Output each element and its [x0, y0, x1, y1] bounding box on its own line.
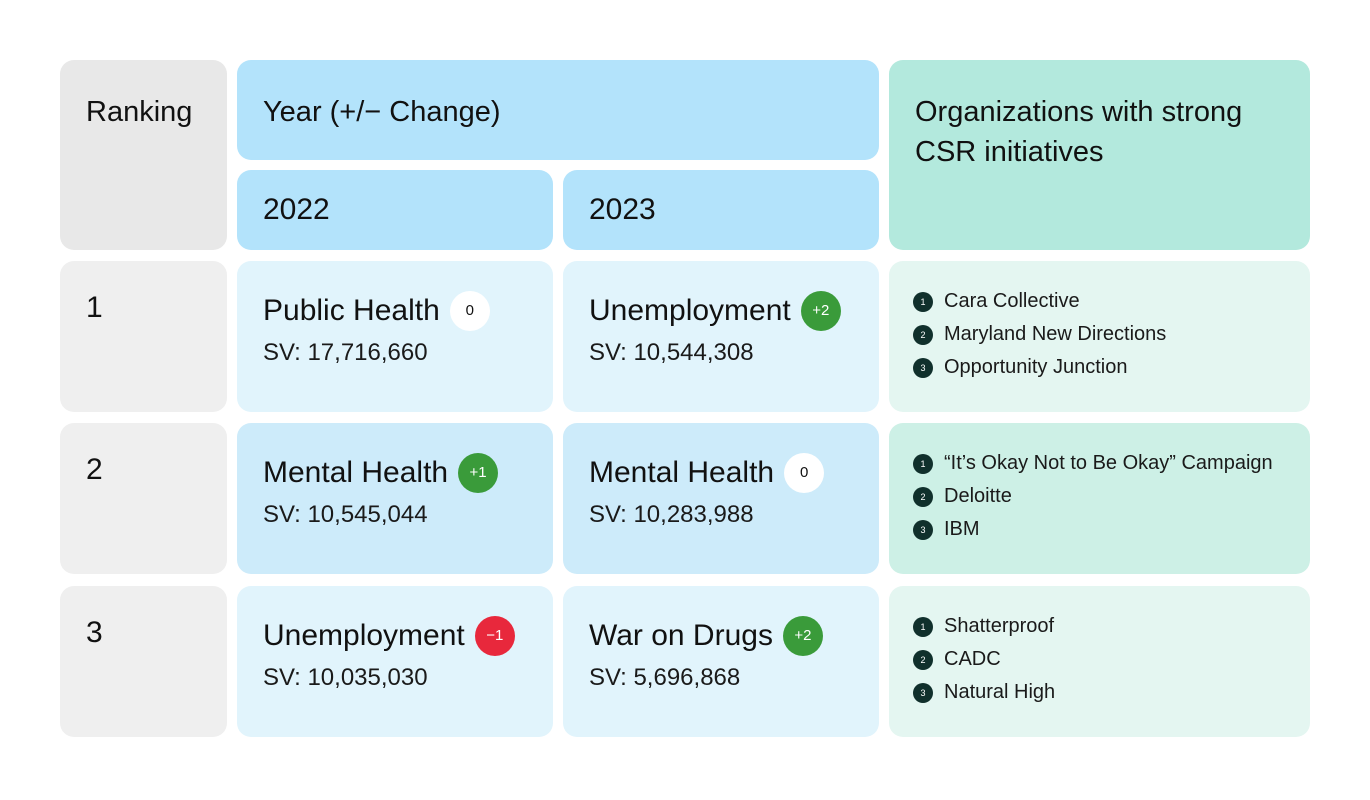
organization-list: 1 Cara Collective 2 Maryland New Direction…	[913, 285, 1166, 384]
ranking-header: Ranking	[60, 60, 227, 250]
change-badge: −1	[474, 616, 515, 656]
year-header: Year (+/− Change)	[237, 60, 879, 160]
list-item: 2 Maryland New Directions	[913, 318, 1166, 351]
search-volume: SV: 10,283,988	[589, 501, 754, 528]
year-2023-label: 2023	[589, 193, 656, 226]
organization-list: 1 “It’s Okay Not to Be Okay” Campaign 2 De…	[913, 447, 1273, 546]
search-volume: SV: 17,716,660	[263, 339, 428, 366]
organization-name: Deloitte	[944, 485, 1012, 507]
topic-cell-2022-rank-3: Unemployment −1 SV: 10,035,030	[237, 586, 553, 737]
organization-name: Natural High	[944, 681, 1056, 703]
organization-name: Opportunity Junction	[944, 356, 1128, 378]
list-number: 3	[913, 357, 933, 378]
list-item: 1 Cara Collective	[913, 285, 1166, 318]
year-2022-label: 2022	[263, 193, 330, 226]
list-number: 1	[913, 291, 933, 312]
organizations-header-label: Organizations with strong CSR initiative…	[915, 96, 1243, 168]
list-number: 3	[913, 682, 933, 703]
topic-name: Unemployment	[263, 619, 465, 652]
list-number: 2	[913, 649, 933, 670]
change-badge: +1	[458, 453, 499, 493]
topic-name: Public Health	[263, 294, 440, 327]
list-item: 1 Shatterproof	[913, 610, 1055, 643]
topic-cell-2022-rank-1: Public Health 0 SV: 17,716,660	[237, 261, 553, 412]
list-item: 3 Natural High	[913, 676, 1055, 709]
rank-cell-3: 3	[60, 586, 227, 737]
topic-name: Mental Health	[263, 456, 449, 489]
organization-name: “It’s Okay Not to Be Okay” Campaign	[944, 452, 1273, 474]
search-volume: SV: 10,544,308	[589, 339, 754, 366]
list-number: 2	[913, 486, 933, 507]
organization-name: Cara Collective	[944, 290, 1080, 312]
topic-name: War on Drugs	[589, 619, 773, 652]
ranking-header-label: Ranking	[86, 96, 193, 128]
change-badge: 0	[784, 453, 825, 493]
topic-cell-2023-rank-2: Mental Health 0 SV: 10,283,988	[563, 423, 879, 574]
list-number: 2	[913, 324, 933, 345]
list-number: 3	[913, 519, 933, 540]
organization-name: IBM	[944, 518, 980, 540]
year-2023-header: 2023	[563, 170, 879, 250]
rank-number: 2	[86, 453, 103, 486]
topic-cell-2023-rank-1: Unemployment +2 SV: 10,544,308	[563, 261, 879, 412]
topic-cell-2023-rank-3: War on Drugs +2 SV: 5,696,868	[563, 586, 879, 737]
rank-number: 1	[86, 291, 103, 324]
search-volume: SV: 10,035,030	[263, 664, 428, 691]
list-item: 3 IBM	[913, 513, 1273, 546]
search-volume: SV: 5,696,868	[589, 664, 741, 691]
organization-name: CADC	[944, 648, 1001, 670]
list-item: 2 CADC	[913, 643, 1055, 676]
search-volume: SV: 10,545,044	[263, 501, 428, 528]
organizations-cell-rank-2: 1 “It’s Okay Not to Be Okay” Campaign 2 De…	[889, 423, 1310, 574]
topic-cell-2022-rank-2: Mental Health +1 SV: 10,545,044	[237, 423, 553, 574]
organization-list: 1 Shatterproof 2 CADC 3 Natural High	[913, 610, 1055, 709]
organizations-header: Organizations with strong CSR initiative…	[889, 60, 1310, 250]
list-item: 1 “It’s Okay Not to Be Okay” Campaign	[913, 447, 1273, 480]
rank-cell-2: 2	[60, 423, 227, 574]
organizations-cell-rank-3: 1 Shatterproof 2 CADC 3 Natural High	[889, 586, 1310, 737]
organization-name: Maryland New Directions	[944, 323, 1167, 345]
topic-name: Mental Health	[589, 456, 775, 489]
change-badge: 0	[449, 291, 490, 331]
rank-number: 3	[86, 616, 103, 649]
organizations-cell-rank-1: 1 Cara Collective 2 Maryland New Direction…	[889, 261, 1310, 412]
topic-name: Unemployment	[589, 294, 791, 327]
change-badge: +2	[782, 616, 823, 656]
list-item: 3 Opportunity Junction	[913, 351, 1166, 384]
list-item: 2 Deloitte	[913, 480, 1273, 513]
change-badge: +2	[800, 291, 841, 331]
list-number: 1	[913, 616, 933, 637]
organization-name: Shatterproof	[944, 615, 1055, 637]
year-header-label: Year (+/− Change)	[263, 96, 501, 128]
rank-cell-1: 1	[60, 261, 227, 412]
list-number: 1	[913, 453, 933, 474]
year-2022-header: 2022	[237, 170, 553, 250]
